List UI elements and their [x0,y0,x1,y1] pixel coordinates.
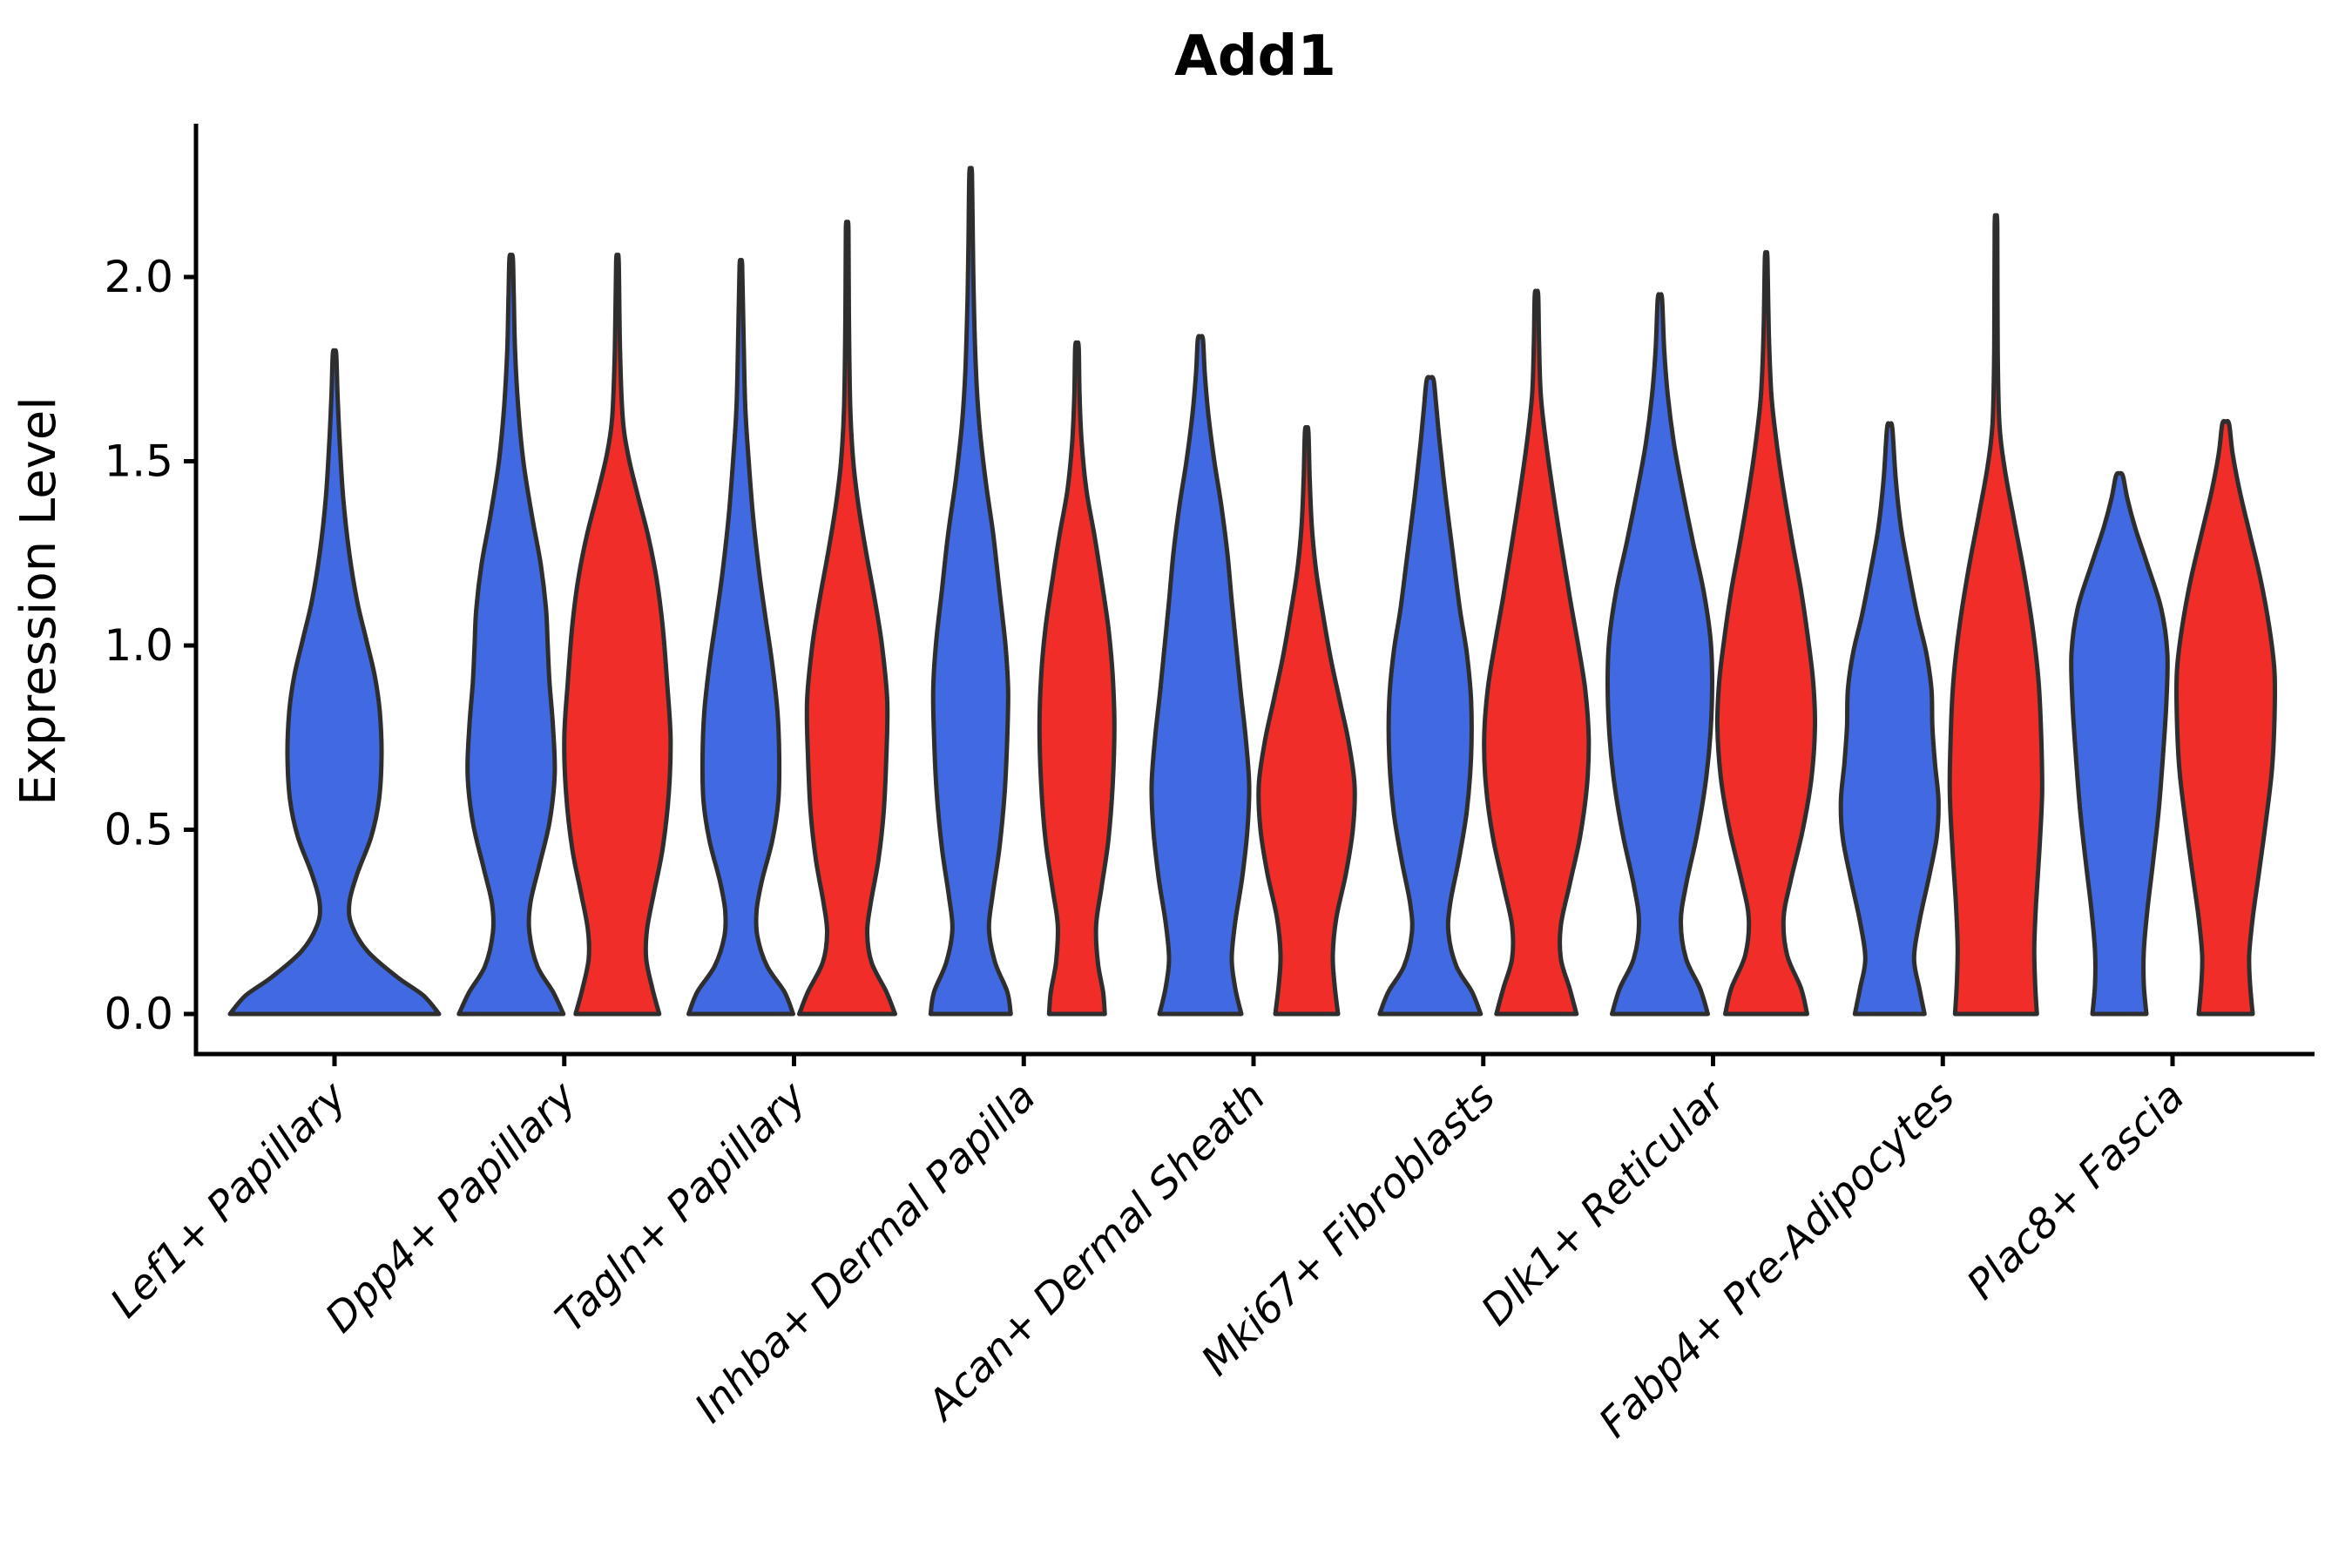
x-category-label-lef1-papillary: Lef1+ Papillary [101,1072,356,1328]
violin-dlk1-reticular-split-1 [1605,292,1714,1017]
violin-acan-dermal-sheath-split-2 [1256,424,1357,1017]
y-tick-label: 1.5 [104,436,173,487]
x-category-label-dpp4-papillary: Dpp4+ Papillary [316,1072,586,1342]
violin-mki67-fibroblasts-split-1 [1377,375,1484,1017]
x-category-label-plac8-fascia: Plac8+ Fascia [1957,1073,2193,1309]
violin-dlk1-reticular-split-2 [1714,250,1818,1017]
x-category-label-dlk1-reticular: Dlk1+ Reticular [1472,1071,1736,1335]
violin-tagln-papillary-split-1 [686,258,795,1017]
violin-tagln-papillary-split-2 [797,220,897,1017]
violin-dpp4-papillary-split-1 [456,253,566,1017]
violin-lef1-papillary-split-1 [227,348,442,1017]
violin-inhba-dermal-papilla-split-1 [928,166,1013,1017]
violin-plac8-fascia-split-2 [2173,418,2278,1017]
violin-fabp4-pre-adipocytes-split-1 [1838,421,1941,1017]
x-category-label-tagln-papillary: Tagln+ Papillary [546,1072,816,1342]
y-tick-label: 2.0 [104,252,173,302]
y-tick-label: 1.0 [104,620,173,671]
violin-inhba-dermal-papilla-split-2 [1037,340,1117,1017]
y-tick-label: 0.0 [104,989,173,1039]
violin-acan-dermal-sheath-split-1 [1149,334,1252,1017]
chart-title: Add1 [1174,24,1336,89]
violin-plac8-fascia-split-1 [2069,470,2170,1017]
y-tick-label: 0.5 [104,805,173,855]
violin-fabp4-pre-adipocytes-split-2 [1947,213,2044,1017]
violin-dpp4-papillary-split-2 [562,253,673,1017]
violin-mki67-fibroblasts-split-2 [1482,288,1592,1017]
